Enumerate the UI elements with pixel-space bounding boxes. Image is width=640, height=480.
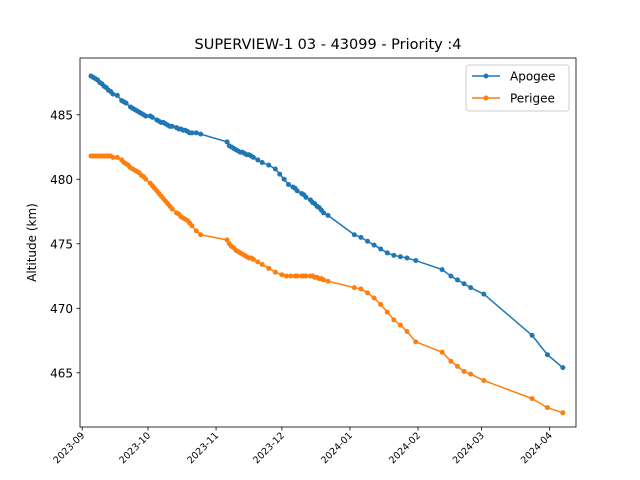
perigee-point [439, 349, 445, 355]
perigee-point [384, 309, 390, 315]
perigee-point [397, 322, 403, 328]
apogee-point [461, 281, 467, 287]
apogee-point [143, 113, 149, 119]
apogee-point [365, 238, 370, 244]
apogee-point [325, 212, 331, 218]
apogee-point [560, 365, 566, 371]
apogee-point [259, 160, 265, 166]
apogee-legend-marker [483, 73, 489, 79]
perigee-point [325, 278, 331, 284]
apogee-point [272, 166, 278, 172]
y-axis-ticks: 465 470 475 480 485 [50, 108, 80, 380]
perigee-point [391, 317, 397, 323]
y-tick-label: 470 [50, 302, 73, 316]
apogee-point [378, 246, 384, 252]
apogee-point [404, 255, 410, 261]
perigee-point [193, 228, 199, 234]
apogee-point [321, 210, 327, 216]
perigee-legend-marker [483, 95, 489, 101]
apogee-point [397, 254, 403, 260]
apogee-point [189, 130, 195, 136]
chart-title: SUPERVIEW-1 03 - 43099 - Priority :4 [195, 37, 462, 53]
perigee-legend-label: Perigee [510, 92, 555, 106]
apogee-point [529, 332, 535, 338]
apogee-point [255, 157, 261, 163]
perigee-point [250, 256, 256, 262]
series-layer [88, 73, 566, 416]
apogee-point [439, 267, 445, 273]
apogee-point [413, 258, 419, 264]
apogee-point [391, 252, 397, 258]
y-tick-label: 465 [50, 366, 73, 380]
perigee-point [365, 290, 370, 296]
perigee-point [358, 286, 364, 292]
perigee-point [110, 154, 116, 160]
apogee-point [286, 181, 291, 187]
perigee-point [529, 396, 535, 402]
apogee-point [544, 352, 550, 358]
apogee-point [358, 234, 364, 240]
perigee-point [198, 232, 204, 238]
perigee-point [266, 265, 272, 271]
apogee-point [371, 242, 377, 248]
perigee-point [143, 176, 149, 182]
perigee-point [378, 301, 384, 307]
apogee-point [224, 139, 230, 145]
plot-area [80, 58, 576, 427]
apogee-point [123, 100, 129, 106]
apogee-point [454, 277, 460, 283]
perigee-point [321, 277, 327, 283]
apogee-point [448, 273, 454, 279]
y-tick-label: 475 [50, 237, 73, 251]
y-axis-label: Altitude (km) [25, 203, 39, 282]
perigee-point [481, 378, 487, 384]
perigee-point [169, 206, 175, 212]
apogee-point [281, 176, 287, 182]
axes-frame [79, 57, 577, 428]
apogee-point [114, 92, 120, 98]
perigee-point [303, 273, 309, 279]
perigee-point [288, 273, 294, 279]
y-tick-label: 485 [50, 108, 73, 122]
apogee-point [468, 285, 474, 291]
perigee-point [283, 273, 289, 279]
perigee-point [259, 261, 265, 267]
apogee-point [266, 162, 272, 168]
apogee-point [198, 131, 204, 137]
perigee-point [454, 363, 460, 369]
perigee-point [461, 369, 467, 375]
perigee-point [294, 273, 300, 279]
perigee-point [255, 259, 261, 265]
perigee-point [560, 410, 566, 416]
y-tick-label: 480 [50, 173, 73, 187]
legend: Apogee Perigee [465, 64, 570, 112]
apogee-point [481, 291, 487, 297]
apogee-point [110, 91, 116, 97]
perigee-point [279, 272, 285, 278]
perigee-point [413, 339, 419, 345]
perigee-point [404, 329, 410, 335]
perigee-point [189, 223, 195, 229]
apogee-point [303, 194, 309, 200]
perigee-point [351, 285, 357, 291]
apogee-point [149, 114, 155, 120]
apogee-point [277, 171, 283, 177]
apogee-point [384, 250, 390, 256]
perigee-point [114, 154, 120, 160]
apogee-point [169, 123, 175, 129]
perigee-point [448, 358, 454, 364]
apogee-point [193, 130, 199, 136]
perigee-point [272, 269, 278, 275]
perigee-point [224, 237, 230, 243]
apogee-point [351, 232, 357, 238]
perigee-point [468, 371, 474, 377]
apogee-point [294, 188, 300, 194]
perigee-point [371, 295, 377, 301]
perigee-point [544, 405, 550, 411]
apogee-legend-label: Apogee [510, 70, 556, 84]
apogee-point [250, 154, 256, 160]
